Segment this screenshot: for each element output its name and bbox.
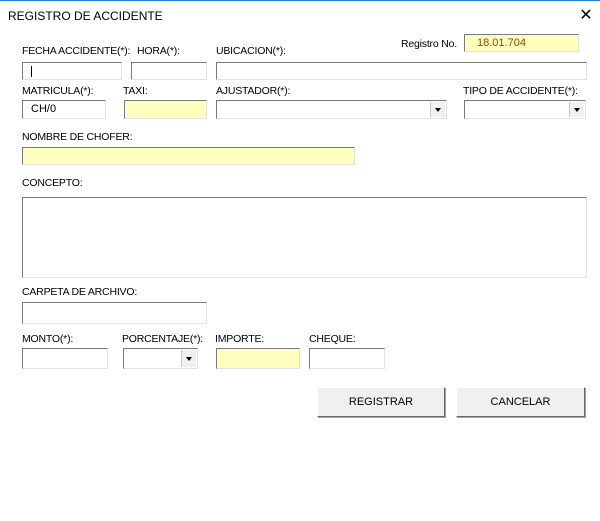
carpeta-input[interactable] <box>22 302 207 324</box>
cheque-input[interactable] <box>309 348 385 369</box>
chofer-label: NOMBRE DE CHOFER: <box>22 131 133 143</box>
taxi-input[interactable] <box>124 100 207 119</box>
fecha-label: FECHA ACCIDENTE(*): <box>22 45 131 57</box>
tipo-label: TIPO DE ACCIDENTE(*): <box>463 85 578 97</box>
matricula-input[interactable]: CH/0 <box>22 100 106 119</box>
window-title: REGISTRO DE ACCIDENTE <box>8 9 163 23</box>
cancelar-button[interactable]: CANCELAR <box>456 387 585 417</box>
importe-input[interactable] <box>216 348 300 369</box>
monto-label: MONTO(*): <box>22 333 74 345</box>
registrar-button[interactable]: REGISTRAR <box>317 387 445 417</box>
importe-label: IMPORTE: <box>215 333 264 345</box>
close-icon[interactable]: ✕ <box>579 7 593 24</box>
hora-label: HORA(*): <box>137 45 180 57</box>
window-border <box>0 0 600 1</box>
monto-input[interactable] <box>22 348 108 369</box>
chofer-input[interactable] <box>22 147 355 165</box>
taxi-label: TAXI: <box>123 85 148 97</box>
chevron-down-icon[interactable] <box>430 102 445 117</box>
porcentaje-select[interactable] <box>123 348 198 369</box>
ajustador-label: AJUSTADOR(*): <box>216 85 291 97</box>
ubicacion-input[interactable] <box>216 62 587 80</box>
concepto-textarea[interactable] <box>22 197 587 278</box>
porcentaje-label: PORCENTAJE(*): <box>122 333 204 345</box>
carpeta-label: CARPETA DE ARCHIVO: <box>22 286 138 298</box>
chevron-down-icon[interactable] <box>181 350 196 367</box>
registro-field[interactable]: 18.01.704 <box>464 34 579 52</box>
chevron-down-icon[interactable] <box>569 102 584 117</box>
fecha-input[interactable] <box>22 62 122 80</box>
matricula-label: MATRICULA(*): <box>22 85 94 97</box>
ajustador-select[interactable] <box>216 100 447 119</box>
hora-input[interactable] <box>131 62 207 80</box>
cheque-label: CHEQUE: <box>309 333 356 345</box>
text-cursor <box>31 65 32 77</box>
concepto-label: CONCEPTO: <box>22 177 83 189</box>
registro-label: Registro No. <box>401 38 457 50</box>
ubicacion-label: UBICACION(*): <box>216 45 286 57</box>
tipo-select[interactable] <box>464 100 586 119</box>
